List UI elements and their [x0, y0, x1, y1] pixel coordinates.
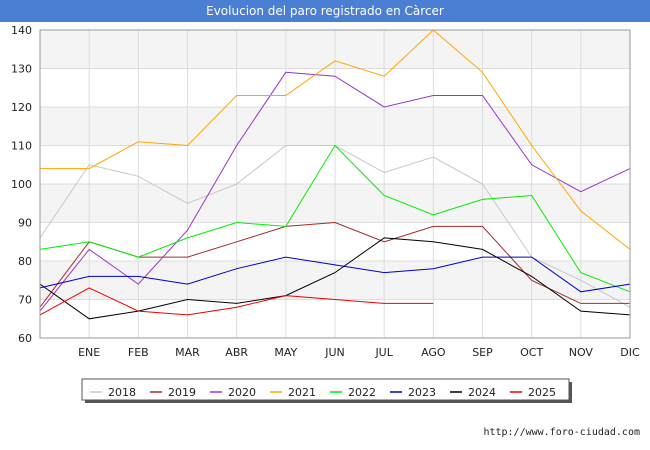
y-tick-label: 130: [11, 63, 32, 76]
y-axis-ticks: 60 70 80 90 100 110 120 130 140: [11, 24, 32, 345]
y-tick-label: 120: [11, 101, 32, 114]
y-tick-label: 80: [18, 255, 32, 268]
series-line-2022: [39, 144, 631, 293]
x-tick-label: ENE: [78, 346, 100, 359]
grid-lines: [40, 29, 631, 339]
series-line-2025: [39, 287, 434, 316]
legend-label-2020: 2020: [228, 386, 256, 399]
legend: 2018 2019 2020 2021 2022 2023 2024 2025: [81, 378, 572, 403]
y-tick-label: 100: [11, 178, 32, 191]
y-tick-label: 60: [18, 332, 32, 345]
x-tick-label: DIC: [620, 346, 640, 359]
x-tick-label: ABR: [225, 346, 248, 359]
plot-area-border: [39, 29, 631, 339]
legend-label-2025: 2025: [528, 386, 556, 399]
x-tick-label: JUN: [324, 346, 345, 359]
y-tick-label: 90: [18, 217, 32, 230]
legend-label-2022: 2022: [348, 386, 376, 399]
x-tick-label: MAY: [274, 346, 297, 359]
chart-title: Evolucion del paro registrado en Càrcer: [0, 0, 650, 22]
y-tick-label: 140: [11, 24, 32, 37]
source-credit[interactable]: http://www.foro-ciudad.com: [483, 427, 640, 438]
series-line-2023: [39, 256, 631, 293]
legend-label-2021: 2021: [288, 386, 316, 399]
series-line-2020: [39, 71, 631, 312]
x-tick-label: AGO: [421, 346, 446, 359]
x-tick-label: OCT: [520, 346, 543, 359]
legend-label-2023: 2023: [408, 386, 436, 399]
y-tick-label: 70: [18, 294, 32, 307]
legend-label-2024: 2024: [468, 386, 496, 399]
x-axis-ticks: ENE FEB MAR ABR MAY JUN JUL AGO SEP OCT NOV DIC: [78, 346, 640, 359]
legend-label-2018: 2018: [108, 386, 136, 399]
series-line-2021: [40, 29, 631, 250]
x-tick-label: FEB: [128, 346, 149, 359]
legend-label-2019: 2019: [168, 386, 196, 399]
series-lines: [39, 29, 631, 320]
x-tick-label: JUL: [374, 346, 393, 359]
x-tick-label: SEP: [472, 346, 493, 359]
y-tick-label: 110: [11, 140, 32, 153]
x-tick-label: MAR: [175, 346, 200, 359]
legend-box: [81, 378, 570, 401]
x-tick-label: NOV: [569, 346, 594, 359]
